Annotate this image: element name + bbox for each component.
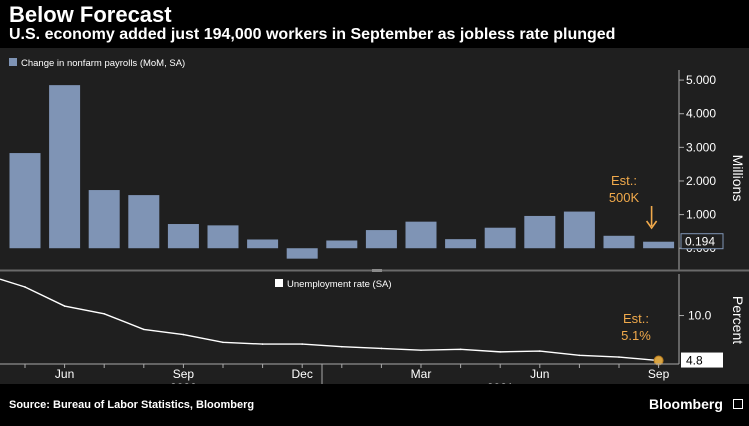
bar-y-tick-label: 3.000 — [686, 140, 716, 154]
payroll-bar — [563, 211, 595, 249]
line-last-value-box — [681, 352, 723, 368]
unemployment-rate-point — [618, 356, 620, 358]
source-note: Source: Bureau of Labor Statistics, Bloo… — [9, 399, 255, 411]
x-month-label: Jun — [55, 367, 74, 381]
panel-divider-handle[interactable] — [372, 269, 382, 272]
bar-estimate-arrow — [645, 206, 658, 230]
unemployment-rate-point — [182, 333, 185, 336]
unemployment-rate-point — [63, 305, 66, 307]
bar-last-value-label: 0.194 — [685, 235, 715, 249]
payroll-bar — [524, 215, 556, 249]
unemployment-rate-point — [499, 351, 502, 353]
line-legend-swatch — [275, 279, 283, 287]
bloomberg-terminal-icon — [733, 399, 743, 409]
bloomberg-logo: Bloomberg — [649, 396, 723, 412]
bar-y-tick-label: 2.000 — [686, 174, 716, 188]
bar-y-tick-label: 1.000 — [686, 208, 716, 222]
unemployment-rate-point — [261, 343, 264, 345]
chart-subtitle: U.S. economy added just 194,000 workers … — [9, 26, 616, 43]
unemployment-rate-point — [222, 341, 224, 344]
line-estimate-label-line2: 5.1% — [621, 328, 651, 343]
payroll-bar — [207, 225, 239, 249]
x-month-label: Jun — [530, 367, 549, 381]
bar-y-tick-label: 5.000 — [686, 73, 716, 87]
x-year-label: 2021 — [487, 381, 514, 384]
unemployment-rate-line — [0, 278, 659, 362]
unemployment-rate-point — [24, 286, 26, 288]
x-month-label: Mar — [411, 367, 432, 381]
line-last-value-label: 4.8 — [686, 354, 703, 368]
bar-axis-label: Millions — [730, 155, 746, 202]
bar-estimate-arrow-head — [645, 220, 658, 230]
bar-y-tick-label: 4.000 — [686, 107, 716, 121]
x-month-label: Dec — [292, 367, 313, 381]
unemployment-rate-point — [103, 313, 105, 315]
unemployment-rate-point — [459, 348, 462, 351]
payroll-bar — [49, 85, 81, 249]
line-legend-label: Unemployment rate (SA) — [287, 279, 392, 290]
x-month-label: Sep — [648, 367, 670, 381]
payroll-bar — [128, 195, 160, 249]
unemployment-rate-point — [578, 354, 581, 357]
unemployment-rate-point — [539, 350, 541, 352]
unemployment-rate-point — [380, 347, 383, 350]
chart-svg: Change in nonfarm payrolls (MoM, SA) 0.0… — [0, 58, 749, 384]
payroll-bar — [365, 230, 397, 249]
bar-last-value-box — [680, 233, 724, 250]
unemployment-rate-point — [420, 349, 422, 351]
line-axis-label: Percent — [730, 296, 746, 344]
payroll-bar — [88, 190, 120, 249]
payroll-bar — [484, 227, 516, 249]
payroll-bar — [247, 239, 279, 249]
unemployment-rate-point — [301, 343, 304, 345]
x-year-label: 2020 — [170, 381, 197, 384]
payroll-bar — [603, 235, 635, 249]
payroll-bar — [643, 241, 675, 249]
bar-estimate-label-line2: 500K — [609, 190, 640, 205]
line-estimate-label-line1: Est.: — [623, 311, 649, 326]
unemployment-rate-point — [143, 328, 145, 331]
payroll-bar — [405, 221, 437, 249]
bar-legend-swatch — [9, 58, 17, 66]
payroll-bar — [286, 248, 318, 259]
payroll-bar — [326, 240, 358, 249]
line-y-tick-label: 10.0 — [688, 309, 712, 323]
unemployment-rate-point — [341, 345, 343, 348]
bar-legend-label: Change in nonfarm payrolls (MoM, SA) — [21, 58, 185, 69]
payroll-bar — [167, 224, 199, 249]
bar-estimate-label-line1: Est.: — [611, 173, 637, 188]
chart-title: Below Forecast — [9, 2, 172, 27]
x-month-label: Sep — [173, 367, 195, 381]
payroll-bar — [445, 239, 477, 249]
payroll-bar — [9, 153, 41, 249]
chart-panel — [0, 48, 749, 384]
